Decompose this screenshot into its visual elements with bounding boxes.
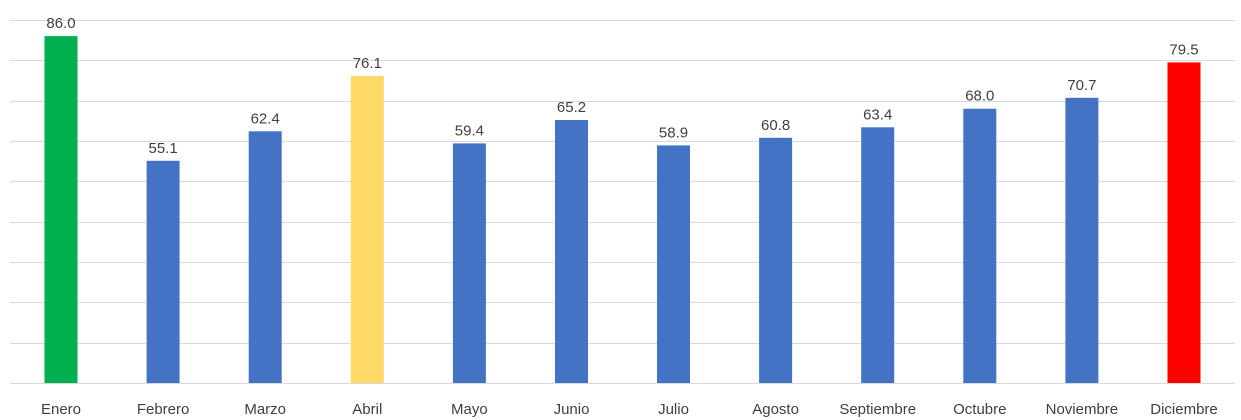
bar-noviembre [1065,97,1099,384]
data-label-junio: 65.2 [557,99,586,116]
x-tick-diciembre: Diciembre [1150,401,1218,418]
x-tick-enero: Enero [41,401,81,418]
bar-julio [657,145,690,383]
bar-septiembre [861,127,895,383]
data-label-noviembre: 70.7 [1067,77,1096,94]
bar-mayo [452,143,486,383]
gridlines [10,20,1235,384]
x-tick-febrero: Febrero [137,401,190,418]
data-label-mayo: 59.4 [455,122,484,139]
bar-enero [44,36,78,383]
bar-agosto [759,137,793,383]
x-tick-octubre: Octubre [953,401,1006,418]
data-label-agosto: 60.8 [761,117,790,134]
x-tick-marzo: Marzo [244,401,286,418]
x-tick-mayo: Mayo [451,401,488,418]
data-label-abril: 76.1 [353,55,382,72]
data-label-marzo: 62.4 [251,110,280,127]
data-label-enero: 86.0 [46,15,75,32]
bar-marzo [248,131,282,383]
x-tick-septiembre: Septiembre [839,401,916,418]
x-tick-julio: Julio [658,401,689,418]
data-label-septiembre: 63.4 [863,106,892,123]
bar-diciembre [1167,62,1201,384]
data-label-octubre: 68.0 [965,88,994,105]
bar-junio [555,120,588,383]
bar-febrero [146,160,180,383]
x-tick-agosto: Agosto [752,401,799,418]
bars [44,36,1201,384]
bar-octubre [963,108,997,383]
data-label-diciembre: 79.5 [1169,41,1198,58]
data-labels: 86.0 55.1 62.4 76.1 59.4 65.2 58.9 60.8 63.4 68.0… [46,15,1198,157]
data-label-febrero: 55.1 [148,140,177,157]
data-label-julio: 58.9 [659,124,688,141]
x-tick-junio: Junio [554,401,590,418]
x-tick-labels: Enero Febrero Marzo Abril Mayo Junio Julio Agos… [41,401,1218,418]
x-tick-abril: Abril [352,401,382,418]
bar-abril [350,76,384,383]
x-tick-noviembre: Noviembre [1046,401,1119,418]
